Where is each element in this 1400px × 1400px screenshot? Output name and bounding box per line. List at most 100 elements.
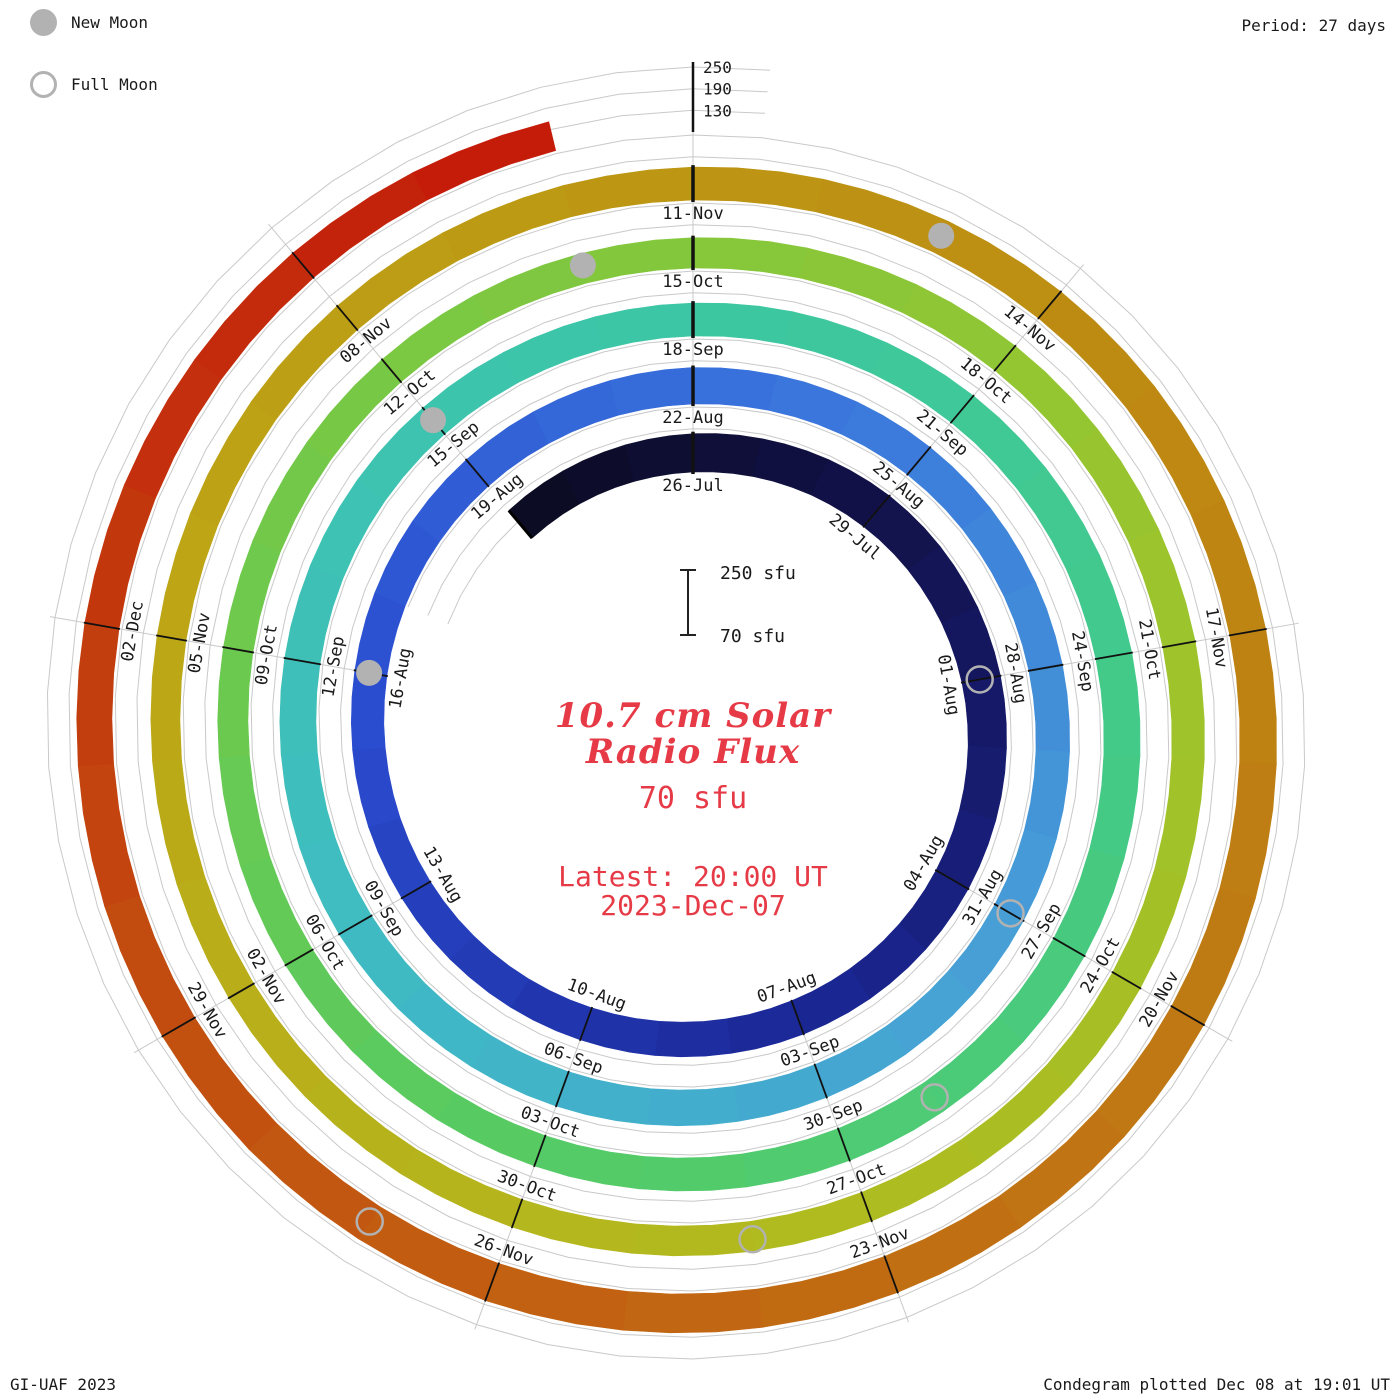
flux-bar: [757, 1256, 899, 1328]
radial-axis-label: 250: [703, 58, 732, 77]
flux-bar: [190, 400, 277, 526]
scale-bar-top-label: 250 sfu: [720, 563, 796, 584]
flux-bar: [150, 635, 187, 762]
bar-tick: [400, 880, 432, 900]
bar-tick: [533, 1134, 547, 1168]
bar-tick: [227, 982, 255, 1000]
bar-tick: [862, 494, 891, 528]
flux-bar: [1219, 761, 1277, 899]
legend-full-moon-label: Full Moon: [71, 75, 158, 94]
bar-tick: [554, 1070, 570, 1108]
new-moon-icon: [30, 9, 57, 36]
flux-bar: [76, 622, 120, 767]
flux-bar: [1089, 753, 1141, 860]
credit-label: GI-UAF 2023: [10, 1375, 116, 1394]
flux-bar: [218, 755, 271, 866]
legend-new-moon: New Moon: [30, 9, 148, 36]
flux-bar: [502, 316, 604, 383]
full-moon-marker: [965, 665, 994, 694]
radial-gridline: [46, 66, 1306, 1360]
date-label: 11-Nov: [662, 204, 723, 224]
bar-tick: [380, 358, 403, 384]
flux-bar: [217, 646, 254, 758]
bar-tick: [790, 999, 805, 1036]
flux-bar: [1112, 867, 1187, 989]
legend-full-moon: Full Moon: [30, 71, 158, 98]
flux-bar: [511, 1199, 636, 1254]
flux-bar: [692, 367, 778, 411]
bar-tick: [464, 458, 490, 488]
bar-tick: [1094, 651, 1133, 661]
bar-tick: [949, 394, 975, 424]
flux-bar: [962, 508, 1036, 597]
bar-tick: [83, 621, 121, 630]
bar-tick: [155, 634, 188, 642]
flux-bar: [784, 311, 888, 374]
bar-tick: [836, 1127, 851, 1162]
scale-bar-bottom-label: 70 sfu: [720, 626, 785, 647]
flux-bar: [338, 915, 426, 1009]
bar-tick: [1027, 663, 1064, 672]
bar-tick: [510, 1198, 524, 1229]
bar-tick: [813, 1063, 828, 1099]
flux-bar: [815, 178, 949, 253]
full-moon-marker: [920, 1083, 949, 1112]
flux-bar: [1016, 467, 1100, 570]
bar-tick: [283, 656, 322, 666]
bar-tick: [284, 948, 314, 967]
bar-tick: [222, 646, 255, 654]
flux-bar: [902, 284, 1016, 371]
full-moon-icon: [30, 71, 57, 98]
bar-tick: [335, 304, 359, 332]
bar-tick: [1228, 627, 1267, 637]
latest-flux-value: 70 sfu: [638, 781, 748, 816]
flux-bar: [310, 479, 386, 580]
flux-bar: [1162, 641, 1205, 761]
new-moon-marker: [356, 659, 383, 686]
flux-bar: [579, 1007, 660, 1056]
full-moon-marker: [738, 1225, 767, 1254]
flux-bar: [352, 747, 401, 828]
flux-bar: [639, 1153, 747, 1192]
flux-bar: [654, 1018, 732, 1058]
flux-bar: [104, 895, 196, 1037]
flux-bar: [412, 121, 557, 201]
bar-tick: [161, 1016, 197, 1038]
flux-bar: [357, 1206, 500, 1301]
flux-bar: [555, 1071, 652, 1125]
flux-bar: [1024, 749, 1070, 840]
bar-tick: [484, 1262, 500, 1302]
flux-bar: [799, 247, 918, 313]
bar-tick: [291, 251, 315, 280]
bar-tick: [934, 869, 970, 891]
date-label: 22-Aug: [662, 408, 723, 428]
flux-bar: [77, 763, 140, 907]
bar-tick: [883, 1255, 899, 1294]
full-moon-marker: [996, 899, 1025, 928]
flux-bar: [1095, 652, 1141, 757]
bar-tick: [860, 1191, 873, 1223]
bar-tick: [1037, 290, 1063, 320]
period-label: Period: 27 days: [1241, 16, 1387, 35]
radial-axis-label: 190: [703, 80, 732, 99]
flux-bar: [442, 184, 572, 262]
radial-gridline: [68, 88, 1284, 1338]
bar-tick: [906, 446, 932, 476]
flux-bar: [768, 374, 859, 435]
new-moon-marker: [928, 222, 955, 249]
flux-bar: [1171, 887, 1256, 1026]
date-label: 26-Jul: [662, 476, 723, 496]
flux-bar: [152, 759, 205, 885]
legend-new-moon-label: New Moon: [71, 13, 149, 32]
chart-title-line2: Radio Flux: [585, 732, 801, 772]
flux-bar: [625, 433, 694, 482]
new-moon-marker: [569, 252, 596, 279]
flux-bar: [622, 1288, 764, 1334]
bar-tick: [1170, 1005, 1206, 1027]
bar-tick: [337, 914, 373, 936]
flux-bar: [959, 745, 1007, 821]
radial-axis-label: 130: [703, 101, 732, 120]
bar-tick: [579, 1006, 594, 1042]
bar-tick: [1161, 640, 1197, 649]
